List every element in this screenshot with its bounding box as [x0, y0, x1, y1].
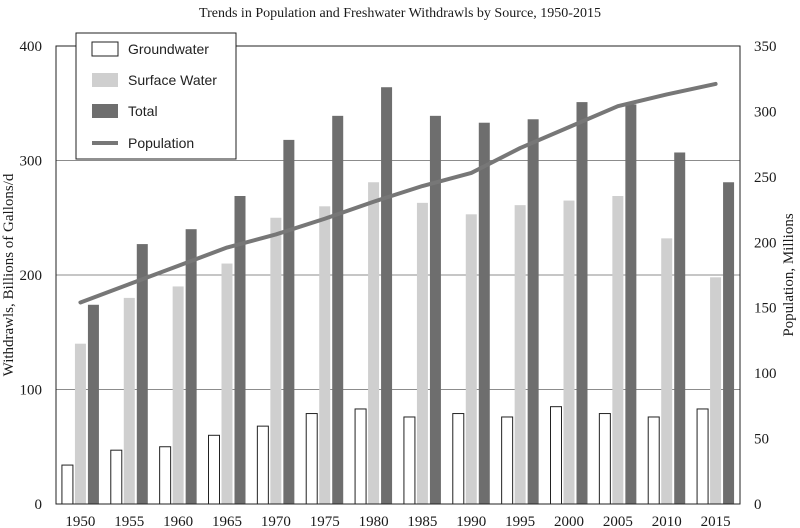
y2-tick-label: 50 [754, 432, 769, 448]
y-tick-label: 200 [20, 268, 43, 284]
bar-total [283, 139, 295, 504]
legend-label-total: Total [128, 103, 158, 119]
bar-total [87, 304, 99, 504]
bar-groundwater [208, 434, 220, 505]
bar-total [136, 244, 148, 504]
x-axis-ticks: 1950 1955 1960 1965 1970 1975 1980 1985 1990 1995… [65, 514, 730, 528]
y-axis-title: Withdrawls, Billions of Gallons/d [1, 173, 17, 376]
bar-groundwater [647, 416, 660, 505]
bar-surface-water [270, 217, 282, 504]
x-tick-label: 1985 [407, 514, 437, 528]
bar-groundwater [61, 464, 74, 505]
x-tick-label: 2015 [701, 514, 731, 528]
x-tick-label: 2000 [554, 514, 584, 528]
y2-axis-title: Population, Millions [781, 213, 797, 337]
bar-surface-water [416, 202, 428, 505]
right-axis-ticks: 0 50 100 150 200 250 300 350 [754, 39, 777, 513]
x-tick-label: 1970 [261, 514, 291, 528]
y2-tick-label: 150 [754, 301, 777, 317]
y2-tick-label: 0 [754, 497, 762, 513]
bar-surface-water [172, 286, 184, 504]
bar-groundwater [159, 446, 172, 505]
bar-surface-water [123, 297, 135, 504]
bar-groundwater [110, 449, 123, 505]
y2-tick-label: 250 [754, 170, 777, 186]
chart-title: Trends in Population and Freshwater With… [199, 6, 601, 21]
x-tick-label: 1980 [359, 514, 389, 528]
bar-total [429, 115, 441, 504]
bar-surface-water [319, 206, 331, 505]
bar-surface-water [74, 343, 86, 504]
bar-surface-water [563, 200, 575, 504]
bar-surface-water [368, 182, 380, 504]
y2-tick-label: 350 [754, 39, 777, 55]
y-tick-label: 300 [20, 154, 43, 170]
x-tick-label: 1990 [456, 514, 486, 528]
x-tick-label: 1995 [505, 514, 535, 528]
y-tick-label: 0 [35, 497, 43, 513]
legend-label-population: Population [128, 135, 194, 151]
x-tick-label: 1975 [310, 514, 340, 528]
bar-groundwater [452, 413, 465, 505]
bar-total [723, 182, 735, 504]
bar-surface-water [514, 205, 526, 504]
x-tick-label: 2005 [603, 514, 633, 528]
bar-groundwater [550, 406, 562, 505]
bar-groundwater [501, 416, 514, 505]
bar-total [478, 122, 490, 504]
bar-total [576, 102, 588, 504]
legend-label-surface-water: Surface Water [128, 72, 217, 88]
bar-total [332, 115, 344, 504]
bar-groundwater [598, 413, 611, 505]
population-line-layer [78, 81, 718, 305]
population-line [78, 81, 718, 305]
bar-surface-water [465, 214, 477, 504]
bar-groundwater [256, 425, 269, 505]
bar-total [234, 195, 246, 504]
bar-surface-water [221, 263, 233, 504]
bar-surface-water [661, 238, 673, 505]
x-tick-label: 1965 [212, 514, 242, 528]
x-tick-label: 1950 [65, 514, 95, 528]
bar-layer [61, 87, 735, 505]
x-tick-label: 2010 [652, 514, 682, 528]
bar-groundwater [354, 408, 367, 505]
y-tick-label: 100 [20, 383, 43, 399]
x-tick-label: 1960 [163, 514, 193, 528]
y2-tick-label: 100 [754, 366, 777, 382]
legend-swatch-groundwater [91, 41, 119, 57]
bar-total [625, 104, 637, 505]
bar-groundwater [305, 413, 318, 505]
bar-total [674, 152, 686, 505]
bar-surface-water [612, 195, 624, 504]
legend-swatch-surface-water [92, 73, 118, 87]
y2-tick-label: 200 [754, 235, 777, 251]
bar-total [527, 119, 539, 504]
bar-total [185, 229, 197, 504]
legend-label-groundwater: Groundwater [128, 41, 209, 57]
left-axis-ticks: 0 100 200 300 400 [20, 39, 43, 513]
bar-surface-water [710, 277, 722, 504]
legend-swatch-total [92, 104, 118, 118]
y2-tick-label: 300 [754, 104, 777, 120]
bar-groundwater [403, 416, 416, 505]
plot-frame [55, 45, 741, 505]
legend: Groundwater Surface Water Total Populati… [75, 32, 237, 160]
bar-groundwater [696, 408, 709, 505]
y-tick-label: 400 [20, 39, 43, 55]
x-tick-label: 1955 [114, 514, 144, 528]
bar-total [381, 87, 393, 504]
